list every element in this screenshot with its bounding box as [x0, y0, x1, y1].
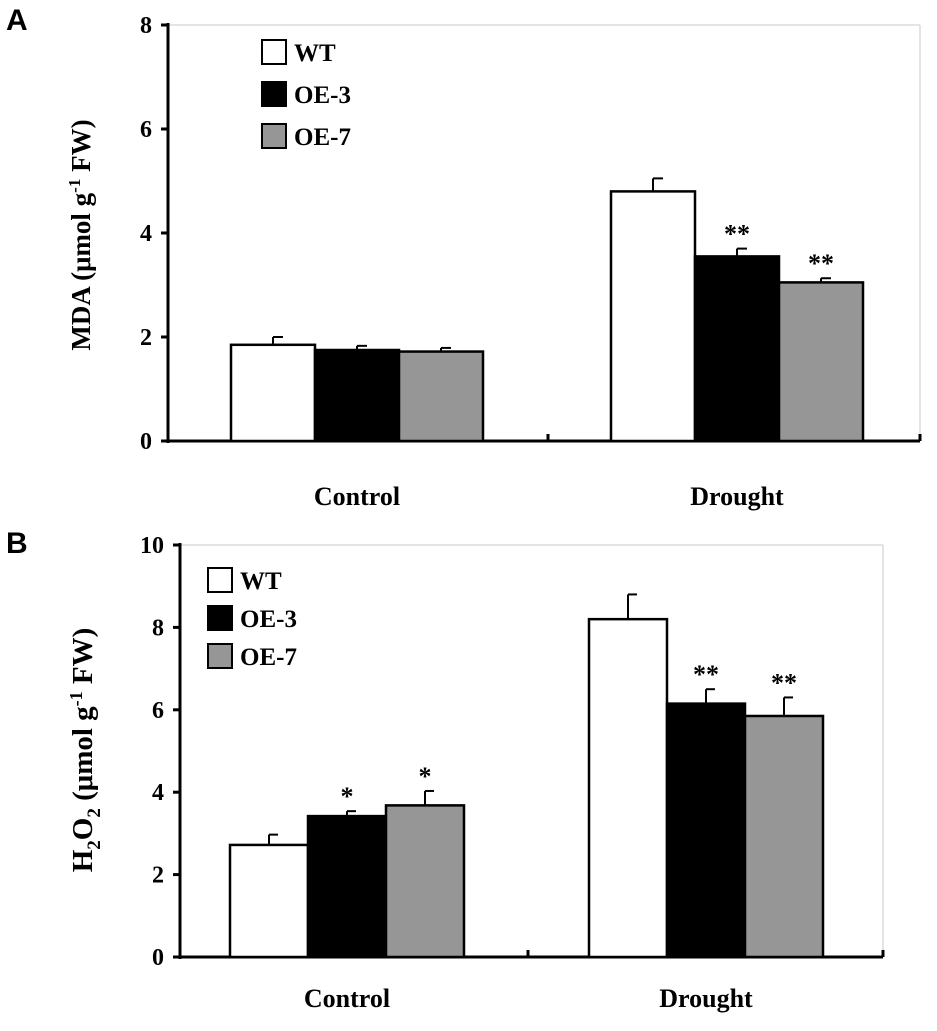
panel-a-legend-swatch-wt [261, 39, 287, 65]
panel-b-category-label: Control [304, 984, 390, 1013]
panel-a-category-label: Drought [690, 482, 784, 511]
panel-b-ylabel-rest: (μmol g [67, 706, 99, 808]
panel-b-ylabel-tail: FW) [67, 628, 99, 692]
panel-b-bar-wt [228, 843, 310, 959]
panel-a-legend-label: OE-7 [294, 124, 351, 151]
panel-b-y-tick-label: 6 [152, 698, 164, 724]
panel-b-bars: **** ** [228, 593, 825, 959]
panel-a-bar-oe-3 [313, 348, 401, 443]
panel-a-ylabel: MDA (μmol g-1 FW) [65, 119, 96, 350]
panel-b-ylabel-o: O [67, 818, 99, 841]
panel-b-legend-label: WT [240, 568, 282, 595]
panel-b-legend-swatch-oe-3 [207, 605, 233, 631]
panel-b-ylabel: H2O2 (μmol g-1 FW) [66, 628, 105, 873]
panel-b-significance-mark: ** [771, 668, 797, 697]
panel-a-legend-swatch-oe-3 [261, 81, 287, 107]
panel-a-y-tick-label: 0 [140, 429, 152, 455]
panel-a-y-tick-label: 8 [140, 13, 152, 39]
panel-b-significance-mark: * [419, 762, 432, 791]
panel-letter-a: A [6, 4, 28, 37]
panel-b-legend-swatch-oe-7 [207, 643, 233, 669]
panel-a-bar-oe-7 [777, 281, 865, 443]
panel-b-bar-oe-7 [384, 804, 466, 959]
panel-b-legend: WT OE-3 OE-7 [207, 567, 297, 671]
panel-b-bar-oe-3 [665, 702, 747, 959]
panel-a-significance-mark: ** [808, 249, 834, 278]
panel-b-ylabel-sup: -1 [66, 691, 86, 706]
panel-b-bar-oe-3 [306, 814, 388, 959]
panel-a-ylabel-sup: -1 [65, 179, 84, 193]
panel-b-significance-mark: * [341, 782, 354, 811]
panel-b-significance-mark: ** [693, 660, 719, 689]
panel-b-legend-label: OE-7 [240, 644, 297, 671]
panel-b-y-tick-label: 0 [152, 945, 164, 971]
panel-a-bars: ** ** [229, 177, 865, 443]
panel-b-ylabel-h: H [67, 849, 99, 872]
panel-a-bar-wt [609, 190, 697, 443]
panel-a-y-tick-label: 6 [140, 117, 152, 143]
panel-a-bar-wt [229, 343, 317, 443]
panel-a-ylabel-main: MDA (μmol g [66, 192, 96, 350]
panel-b-ylabel-sub2: 2 [84, 808, 105, 818]
panel-a-legend-label: WT [294, 40, 336, 67]
panel-letter-b: B [6, 527, 28, 560]
panel-a-y-tick-label: 4 [140, 221, 152, 247]
panel-a-bar-oe-3 [693, 255, 781, 443]
panel-a-ylabel-tail: FW) [66, 119, 96, 178]
panel-b-y-tick-label: 4 [152, 780, 164, 806]
panel-b-legend-label: OE-3 [240, 606, 297, 633]
panel-a-bar-oe-7 [397, 350, 485, 443]
panel-b-legend-swatch-wt [207, 567, 233, 593]
panel-a-significance-mark: ** [724, 220, 750, 249]
panel-b-ylabel-sub1: 2 [84, 840, 105, 850]
panel-a-legend-label: OE-3 [294, 82, 351, 109]
panel-a-category-label: Control [314, 482, 400, 511]
panel-b-bar-oe-7 [743, 714, 825, 959]
panel-b-y-tick-label: 2 [152, 863, 164, 889]
panel-b-bar-wt [587, 617, 669, 959]
panel-a-y-tick-label: 2 [140, 325, 152, 351]
panel-b-category-label: Drought [659, 984, 753, 1013]
panel-b-y-tick-label: 8 [152, 615, 164, 641]
panel-a-legend-swatch-oe-7 [261, 123, 287, 149]
panel-b-y-tick-label: 10 [140, 533, 164, 559]
panel-a-legend: WT OE-3 OE-7 [261, 39, 351, 151]
